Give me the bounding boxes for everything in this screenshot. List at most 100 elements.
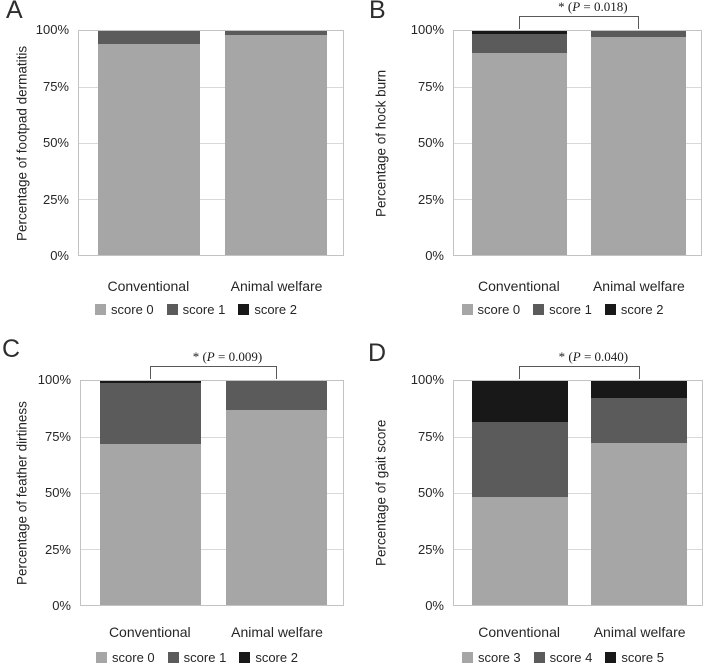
y-tick-label: 25% <box>42 191 69 207</box>
legend-swatch-score-0 <box>96 652 108 663</box>
significance-suffix: = 0.009) <box>214 349 263 364</box>
legend-item: score 5 <box>605 650 664 665</box>
bar-conventional <box>471 381 568 605</box>
bar-segment-score-4 <box>591 397 688 443</box>
legend-swatch-score-2 <box>604 304 616 315</box>
legend-label: score 0 <box>112 650 155 665</box>
legend-item: score 0 <box>96 650 155 665</box>
y-tick-label: 0% <box>50 248 69 263</box>
panel-letter: C <box>2 335 21 363</box>
y-tick-label: 75% <box>417 78 444 94</box>
gridline <box>81 549 343 550</box>
y-tick-label: 75% <box>44 428 71 444</box>
bar-segment-score-3 <box>591 442 688 605</box>
x-category-label: Animal welfare <box>593 624 686 640</box>
bar-segment-score-0 <box>225 410 328 605</box>
gridline <box>454 493 702 494</box>
legend-item: score 2 <box>239 650 298 665</box>
legend-label: score 2 <box>255 650 298 665</box>
bar-conventional <box>471 31 568 255</box>
plot-area <box>453 30 702 256</box>
bar-segment-score-5 <box>471 381 568 423</box>
gridline <box>454 549 702 550</box>
bar-segment-score-1 <box>99 383 201 444</box>
legend-label: score 1 <box>549 302 592 317</box>
legend-swatch-score-3 <box>462 652 474 663</box>
panel-letter: A <box>6 0 23 24</box>
legend-item: score 2 <box>238 302 297 317</box>
bar-segment-score-2 <box>99 381 201 384</box>
x-category-label: Animal welfare <box>592 278 685 294</box>
legend: score 3 score 4 score 5 <box>423 650 703 665</box>
x-category-label: Conventional <box>477 278 560 294</box>
bar-segment-score-1 <box>225 381 328 411</box>
gridline <box>454 199 701 200</box>
bar-segment-score-0 <box>99 443 201 605</box>
significance-label: * (P = 0.009) <box>193 349 262 365</box>
legend-item: score 1 <box>167 650 227 665</box>
x-category-label: Conventional <box>108 624 191 640</box>
x-category-label: Conventional <box>107 278 190 294</box>
y-tick-label: 0% <box>52 598 71 613</box>
panel-c: C Percentage of feather dirtiness 0% 25% 50%… <box>0 333 357 667</box>
legend-label: score 1 <box>183 650 227 665</box>
bar-segment-score-5 <box>591 381 688 398</box>
bar-segment-score-1 <box>590 31 687 37</box>
gridline <box>81 437 343 438</box>
bar-segment-score-1 <box>471 34 568 54</box>
legend-swatch-score-4 <box>533 652 545 663</box>
legend-swatch-score-0 <box>461 304 473 315</box>
legend: score 0 score 1 score 2 <box>48 302 344 317</box>
significance-prefix: * ( <box>558 0 573 14</box>
legend-label: score 5 <box>621 650 664 665</box>
legend-item: score 1 <box>533 302 592 317</box>
panel-d: D Percentage of gait score 0% 25% 50% 75% 100%… <box>357 333 714 667</box>
bar-segment-score-0 <box>97 44 200 255</box>
legend-swatch-score-1 <box>533 304 545 315</box>
bar-segment-score-1 <box>97 31 200 45</box>
legend-swatch-score-1 <box>166 304 178 315</box>
bar-conventional <box>99 381 201 605</box>
bar-segment-score-3 <box>471 497 568 605</box>
bar-segment-score-0 <box>224 35 328 255</box>
legend-swatch-score-2 <box>239 652 251 663</box>
bar-animal-welfare <box>224 31 328 255</box>
x-category-label: Animal welfare <box>230 278 323 294</box>
bar-segment-score-2 <box>471 31 568 35</box>
legend: score 0 score 1 score 2 <box>423 302 702 317</box>
y-tick-label: 75% <box>417 428 444 444</box>
significance-bracket <box>518 16 639 29</box>
gridline <box>79 199 343 200</box>
legend-item: score 1 <box>166 302 225 317</box>
significance-bracket <box>519 366 640 379</box>
gridline <box>454 87 701 88</box>
plot-area <box>78 30 344 256</box>
bar-animal-welfare <box>591 381 688 605</box>
y-tick-label: 25% <box>417 191 444 207</box>
legend-label: score 0 <box>111 302 154 317</box>
y-tick-label: 25% <box>44 541 71 557</box>
legend-label: score 4 <box>549 650 593 665</box>
bar-animal-welfare <box>225 381 328 605</box>
panel-b: B Percentage of hock burn 0% 25% 50% 75% 100% C… <box>357 0 714 333</box>
y-tick-label: 50% <box>417 135 444 150</box>
y-tick-label: 50% <box>42 135 69 150</box>
y-axis-title: Percentage of gait score <box>373 419 389 567</box>
legend-swatch-score-0 <box>95 304 107 315</box>
legend-item: score 0 <box>95 302 154 317</box>
legend-swatch-score-5 <box>605 652 617 663</box>
y-axis-title: Percentage of hock burn <box>373 69 389 217</box>
legend-label: score 2 <box>620 302 664 317</box>
significance-suffix: = 0.018) <box>580 0 628 14</box>
y-tick-label: 75% <box>42 78 69 94</box>
significance-bracket <box>149 366 278 379</box>
y-tick-label: 100% <box>410 372 444 387</box>
y-tick-label: 100% <box>410 22 444 37</box>
significance-p-symbol: P <box>206 349 215 364</box>
significance-prefix: * ( <box>192 349 207 364</box>
bar-segment-score-4 <box>471 422 568 498</box>
y-tick-label: 100% <box>35 22 69 37</box>
bar-segment-score-0 <box>590 36 687 255</box>
legend-item: score 0 <box>461 302 520 317</box>
